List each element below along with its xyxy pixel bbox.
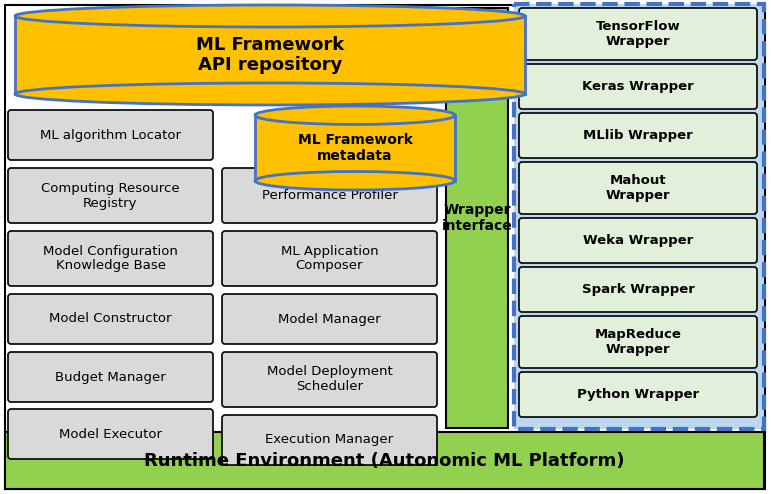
Text: MapReduce
Wrapper: MapReduce Wrapper	[594, 328, 682, 356]
FancyBboxPatch shape	[519, 372, 757, 417]
Text: ML algorithm Locator: ML algorithm Locator	[40, 128, 181, 141]
FancyBboxPatch shape	[222, 294, 437, 344]
Text: ML Framework
API repository: ML Framework API repository	[196, 36, 344, 75]
FancyBboxPatch shape	[222, 168, 437, 223]
Bar	[514, 4, 764, 429]
FancyBboxPatch shape	[222, 352, 437, 407]
Text: Wrapper
interface: Wrapper interface	[442, 203, 513, 233]
Text: MLlib Wrapper: MLlib Wrapper	[583, 129, 693, 142]
FancyBboxPatch shape	[8, 409, 213, 459]
Ellipse shape	[255, 171, 455, 190]
Text: Budget Manager: Budget Manager	[55, 370, 166, 383]
FancyBboxPatch shape	[8, 168, 213, 223]
FancyBboxPatch shape	[519, 316, 757, 368]
Text: Model Constructor: Model Constructor	[49, 313, 172, 326]
Ellipse shape	[15, 83, 525, 105]
Text: ML Application
Composer: ML Application Composer	[281, 245, 379, 273]
FancyBboxPatch shape	[519, 218, 757, 263]
Bar	[5, 432, 764, 489]
Bar	[15, 16, 525, 94]
Text: Mahout
Wrapper: Mahout Wrapper	[606, 174, 670, 202]
Text: Spark Wrapper: Spark Wrapper	[581, 283, 695, 296]
Text: Model Executor: Model Executor	[59, 427, 162, 441]
Bar	[255, 115, 455, 181]
Bar	[446, 8, 508, 428]
FancyBboxPatch shape	[8, 352, 213, 402]
FancyBboxPatch shape	[519, 162, 757, 214]
Text: Performance Profiler: Performance Profiler	[261, 189, 397, 202]
Text: Model Manager: Model Manager	[278, 313, 381, 326]
Text: Weka Wrapper: Weka Wrapper	[583, 234, 693, 247]
Text: ML Framework
metadata: ML Framework metadata	[298, 133, 412, 163]
Text: Computing Resource
Registry: Computing Resource Registry	[41, 181, 180, 209]
FancyBboxPatch shape	[8, 231, 213, 286]
Text: Execution Manager: Execution Manager	[265, 434, 393, 447]
FancyBboxPatch shape	[519, 64, 757, 109]
Ellipse shape	[255, 106, 455, 124]
Text: Keras Wrapper: Keras Wrapper	[582, 80, 694, 93]
FancyBboxPatch shape	[222, 415, 437, 465]
FancyBboxPatch shape	[519, 113, 757, 158]
FancyBboxPatch shape	[519, 267, 757, 312]
FancyBboxPatch shape	[8, 294, 213, 344]
FancyBboxPatch shape	[222, 231, 437, 286]
Text: Model Deployment
Scheduler: Model Deployment Scheduler	[267, 366, 392, 394]
FancyBboxPatch shape	[519, 8, 757, 60]
Text: TensorFlow
Wrapper: TensorFlow Wrapper	[596, 20, 680, 48]
Ellipse shape	[15, 5, 525, 27]
Text: Python Wrapper: Python Wrapper	[577, 388, 699, 401]
Text: Runtime Environment (Autonomic ML Platform): Runtime Environment (Autonomic ML Platfo…	[144, 452, 625, 469]
FancyBboxPatch shape	[8, 110, 213, 160]
Text: Model Configuration
Knowledge Base: Model Configuration Knowledge Base	[43, 245, 178, 273]
